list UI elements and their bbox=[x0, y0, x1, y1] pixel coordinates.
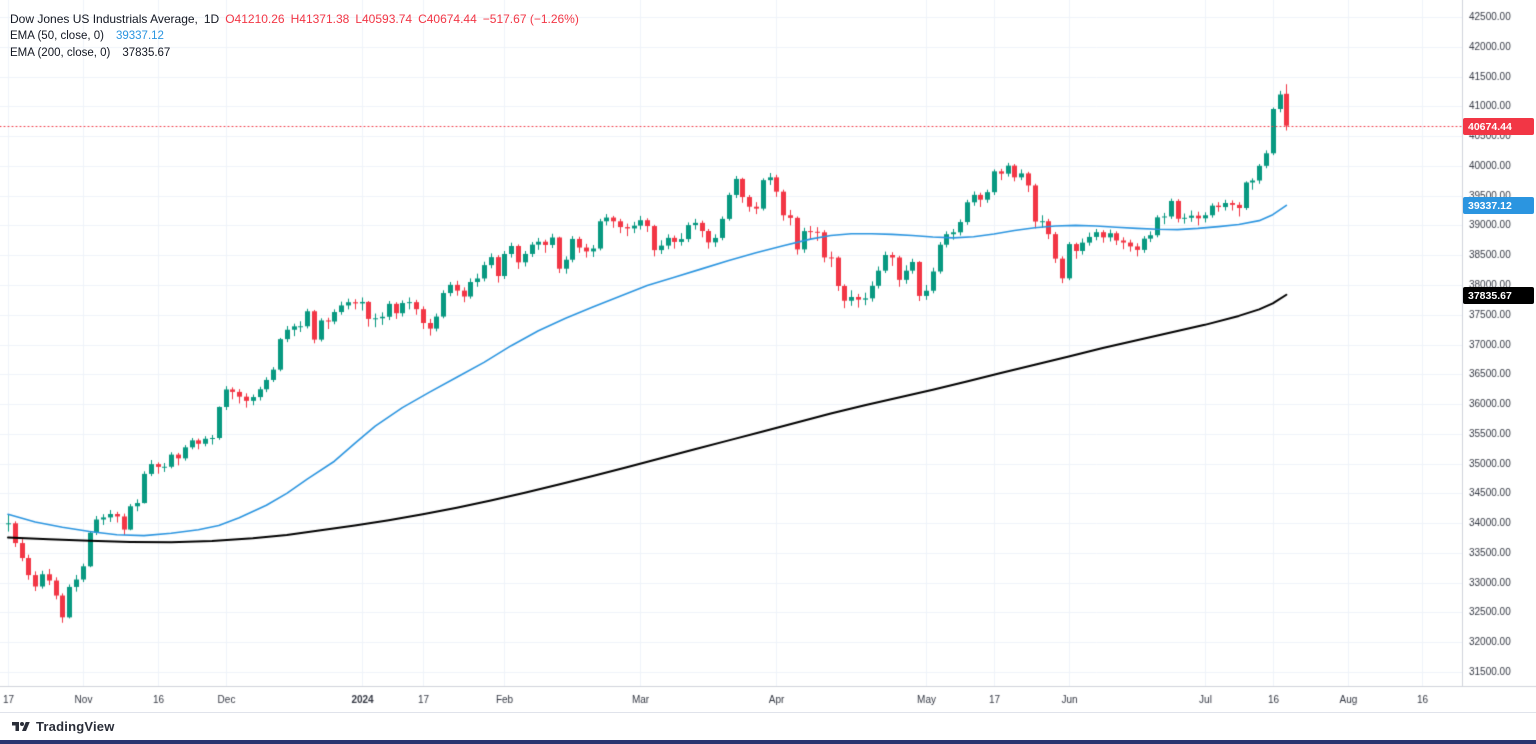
open-value: O41210.26 bbox=[225, 11, 285, 26]
low-value: L40593.74 bbox=[355, 11, 413, 26]
close-value: C40674.44 bbox=[418, 11, 477, 26]
ema200-price-badge: 37835.67 bbox=[1463, 287, 1534, 304]
high-value: H41371.38 bbox=[290, 11, 350, 26]
ema50-label: EMA (50, close, 0) bbox=[10, 29, 104, 42]
chart-legend: Dow Jones US Industrials Average, 1D O41… bbox=[10, 10, 579, 61]
ema50-value: 39337.12 bbox=[115, 29, 164, 42]
chart-pane: Dow Jones US Industrials Average, 1D O41… bbox=[0, 0, 1536, 712]
ema200-legend-row[interactable]: EMA (200, close, 0) 37835.67 bbox=[10, 44, 579, 61]
ema200-value: 37835.67 bbox=[122, 46, 171, 59]
ema50-price-badge: 39337.12 bbox=[1463, 197, 1534, 214]
footer-bar: TradingView bbox=[0, 712, 1536, 740]
symbol-legend-row[interactable]: Dow Jones US Industrials Average, 1D O41… bbox=[10, 10, 579, 27]
ema50-legend-row[interactable]: EMA (50, close, 0) 39337.12 bbox=[10, 27, 579, 44]
symbol-title: Dow Jones US Industrials Average, bbox=[10, 11, 198, 26]
last-price-badge: 40674.44 bbox=[1463, 118, 1534, 135]
ema200-label: EMA (200, close, 0) bbox=[10, 46, 111, 59]
change-value: −517.67 (−1.26%) bbox=[482, 11, 579, 26]
tradingview-brand-text: TradingView bbox=[36, 719, 115, 734]
timeframe-label: 1D bbox=[203, 11, 220, 26]
tradingview-logo[interactable]: TradingView bbox=[12, 719, 115, 734]
window-bottom-edge bbox=[0, 740, 1536, 744]
price-chart-canvas[interactable] bbox=[0, 0, 1536, 712]
tradingview-logo-icon bbox=[12, 721, 30, 731]
